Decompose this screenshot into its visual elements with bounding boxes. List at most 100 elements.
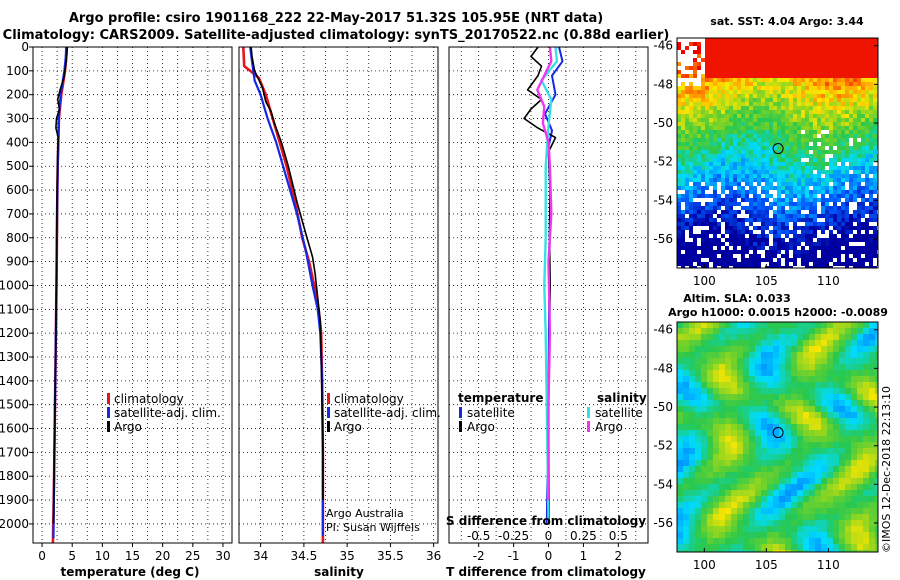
map-cell	[785, 394, 791, 400]
map-cell	[833, 424, 839, 430]
map-cell	[857, 158, 861, 162]
map-cell	[827, 484, 833, 490]
map-cell	[695, 328, 701, 334]
map-cell	[803, 436, 809, 442]
map-cell	[725, 194, 729, 198]
map-cell	[853, 158, 857, 162]
map-cell	[701, 532, 707, 538]
map-cell	[805, 186, 809, 190]
map-cell	[829, 106, 833, 110]
map-cell	[741, 174, 745, 178]
map-cell	[817, 230, 821, 234]
map-cell	[857, 496, 863, 502]
map-cell	[789, 190, 793, 194]
map-cell	[709, 190, 713, 194]
map-cell	[749, 162, 753, 166]
map-cell	[853, 110, 857, 114]
map-cell	[857, 110, 861, 114]
map-cell	[861, 146, 865, 150]
map-cell	[781, 130, 785, 134]
map-cell	[815, 364, 821, 370]
map-cell	[737, 98, 741, 102]
map-cell	[803, 448, 809, 454]
map-cell	[765, 74, 769, 78]
map-cell	[815, 328, 821, 334]
x-tick-label: 35.5	[377, 549, 404, 563]
map-cell	[745, 206, 749, 210]
map-cell	[689, 154, 693, 158]
map-cell	[837, 122, 841, 126]
map-cell	[689, 86, 693, 90]
map-cell	[725, 42, 729, 46]
map-cell	[729, 134, 733, 138]
map-cell	[797, 238, 801, 242]
map-cell	[743, 346, 749, 352]
map-cell	[681, 206, 685, 210]
map-cell	[761, 466, 767, 472]
map-cell	[803, 532, 809, 538]
map-cell	[817, 226, 821, 230]
map-cell	[701, 250, 705, 254]
map-cell	[797, 472, 803, 478]
map-cell	[705, 254, 709, 258]
map-cell	[693, 266, 697, 268]
map-cell	[873, 214, 877, 218]
map-cell	[685, 58, 689, 62]
map-cell	[801, 210, 805, 214]
map-cell	[857, 218, 861, 222]
map-cell	[825, 122, 829, 126]
legend-climatology-swatch	[107, 393, 110, 404]
map-cell	[777, 194, 781, 198]
map-cell	[833, 110, 837, 114]
map-cell	[689, 42, 693, 46]
map-cell	[743, 412, 749, 418]
map-cell	[733, 206, 737, 210]
map-cell	[707, 352, 713, 358]
map-cell	[801, 102, 805, 106]
map-cell	[777, 122, 781, 126]
map-cell	[821, 424, 827, 430]
map-cell	[695, 424, 701, 430]
map-cell	[845, 194, 849, 198]
map-cell	[817, 222, 821, 226]
map-cell	[741, 178, 745, 182]
map-cell	[713, 62, 717, 66]
map-cell	[693, 82, 697, 86]
map-cell	[797, 130, 801, 134]
map-cell	[853, 42, 857, 46]
map-cell	[875, 538, 878, 544]
map-cell	[731, 454, 737, 460]
map-cell	[833, 106, 837, 110]
map-cell	[685, 62, 689, 66]
map-cell	[767, 388, 773, 394]
map-cell	[705, 258, 709, 262]
map-cell	[761, 82, 765, 86]
map-cell	[713, 54, 717, 58]
legend-satellite-label: satellite-adj. clim.	[114, 406, 221, 420]
map-cell	[719, 400, 725, 406]
map-cell	[801, 250, 805, 254]
map-cell	[731, 418, 737, 424]
map-cell	[705, 190, 709, 194]
map-cell	[705, 110, 709, 114]
map-cell	[765, 66, 769, 70]
map-cell	[741, 46, 745, 50]
map-cell	[845, 448, 851, 454]
map-cell	[821, 436, 827, 442]
map-cell	[745, 170, 749, 174]
map-cell	[725, 126, 729, 130]
map-cell	[705, 82, 709, 86]
map-cell	[701, 334, 707, 340]
map-cell	[705, 262, 709, 266]
map-cell	[809, 126, 813, 130]
map-cell	[773, 442, 779, 448]
map-cell	[761, 412, 767, 418]
map-cell	[869, 388, 875, 394]
map-cell	[869, 102, 873, 106]
map-cell	[707, 544, 713, 550]
map-cell	[873, 122, 877, 126]
map-cell	[701, 442, 707, 448]
lat-tick-label: -50	[653, 400, 673, 414]
map-cell	[851, 376, 857, 382]
map-cell	[721, 258, 725, 262]
